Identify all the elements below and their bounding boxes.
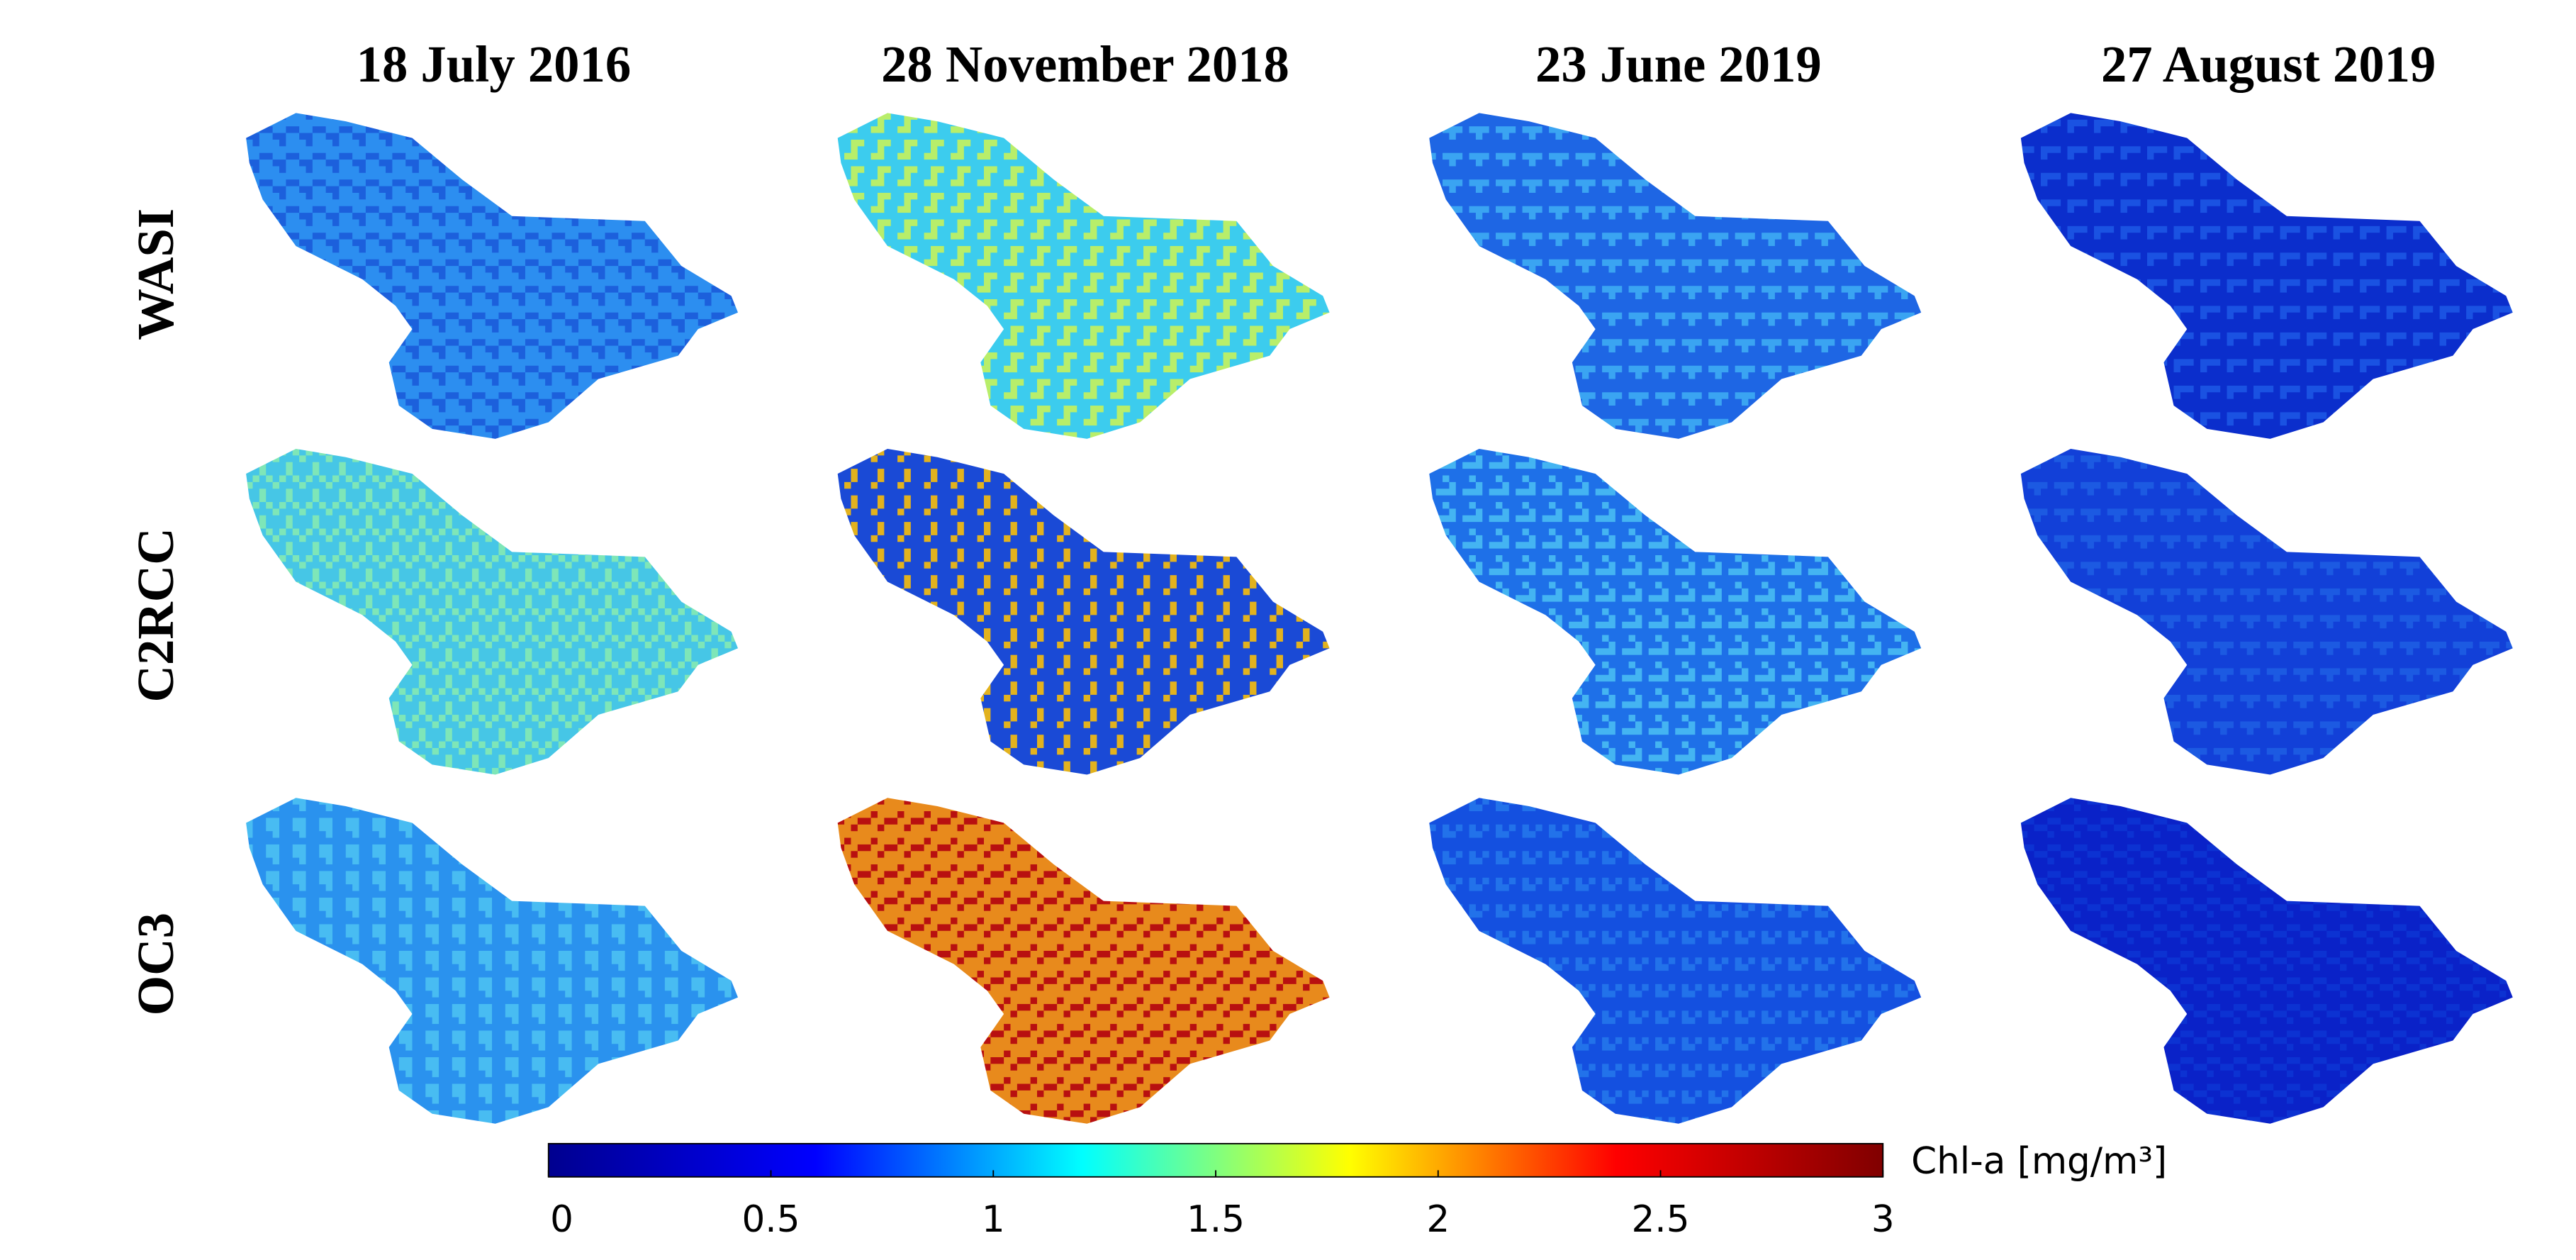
map-panel (837, 113, 1330, 439)
tick-label: 1.5 (1187, 1198, 1245, 1241)
map-panel (246, 113, 739, 439)
map-panel (1429, 113, 1922, 439)
column-title: 28 November 2018 (881, 35, 1289, 93)
tick-label: 1 (982, 1198, 1005, 1241)
row-title: C2RCC (127, 528, 184, 702)
map-panel (2020, 448, 2513, 775)
lake-map (2020, 798, 2513, 1124)
map-panel (2020, 798, 2513, 1124)
tick-label: 2.5 (1632, 1198, 1690, 1241)
column-title: 27 August 2019 (2101, 35, 2436, 93)
lake-map (246, 113, 739, 439)
lake-map (1429, 798, 1922, 1124)
row-title: OC3 (127, 913, 184, 1015)
map-panel (837, 448, 1330, 775)
map-panel (246, 798, 739, 1124)
map-panel (246, 448, 739, 775)
tick-label: 0.5 (742, 1198, 800, 1241)
tick-label: 2 (1426, 1198, 1450, 1241)
lake-map (837, 798, 1330, 1124)
lake-map (246, 448, 739, 775)
lake-map (1429, 113, 1922, 439)
lake-map (1429, 448, 1922, 775)
lake-map (837, 448, 1330, 775)
map-panel (1429, 798, 1922, 1124)
lake-map (246, 798, 739, 1124)
map-panel (837, 798, 1330, 1124)
map-panel (2020, 113, 2513, 439)
lake-map (2020, 113, 2513, 439)
column-title: 18 July 2016 (357, 35, 632, 93)
lake-map (837, 113, 1330, 439)
tick-label: 0 (550, 1198, 573, 1241)
map-panel (1429, 448, 1922, 775)
colorbar-label: Chl-a [mg/m³] (1911, 1140, 2167, 1183)
row-title: WASI (127, 208, 184, 340)
column-title: 23 June 2019 (1535, 35, 1822, 93)
tick-label: 3 (1871, 1198, 1895, 1241)
lake-map (2020, 448, 2513, 775)
